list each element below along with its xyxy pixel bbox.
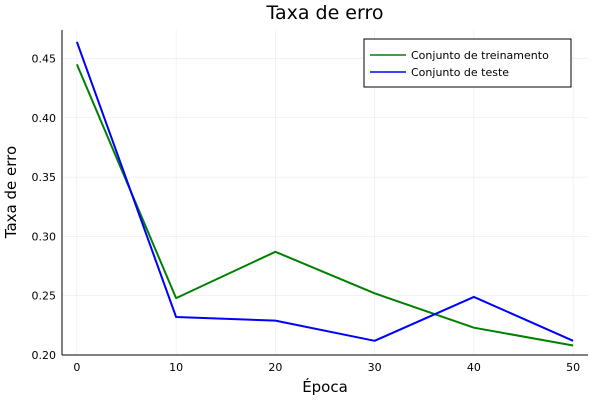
chart-title: Taxa de erro bbox=[265, 2, 383, 24]
x-axis-label: Época bbox=[302, 377, 348, 396]
y-tick-label: 0.30 bbox=[32, 230, 57, 243]
series-line-0 bbox=[75, 64, 574, 347]
legend-label: Conjunto de teste bbox=[411, 66, 509, 79]
x-tick-label: 40 bbox=[467, 361, 481, 374]
y-tick-label: 0.45 bbox=[32, 52, 57, 65]
legend: Conjunto de treinamento Conjunto de teste bbox=[363, 38, 572, 88]
legend-label: Conjunto de treinamento bbox=[411, 49, 549, 62]
x-tick-label: 20 bbox=[268, 361, 282, 374]
y-axis-label: Taxa de erro bbox=[2, 146, 20, 239]
x-tick-label: 50 bbox=[566, 361, 580, 374]
legend-box bbox=[363, 38, 572, 88]
x-tick-label: 10 bbox=[169, 361, 183, 374]
x-tick-label: 0 bbox=[73, 361, 80, 374]
y-tick-label: 0.35 bbox=[32, 171, 57, 184]
y-tick-label: 0.40 bbox=[32, 112, 57, 125]
x-tick-labels: 0 10 20 30 40 50 bbox=[73, 361, 580, 374]
series-lines bbox=[75, 41, 574, 347]
y-tick-label: 0.20 bbox=[32, 349, 57, 362]
series-line-1 bbox=[75, 41, 574, 342]
x-tick-label: 30 bbox=[368, 361, 382, 374]
y-tick-label: 0.25 bbox=[32, 290, 57, 303]
y-tick-labels: 0.20 0.25 0.30 0.35 0.40 0.45 bbox=[32, 52, 57, 362]
